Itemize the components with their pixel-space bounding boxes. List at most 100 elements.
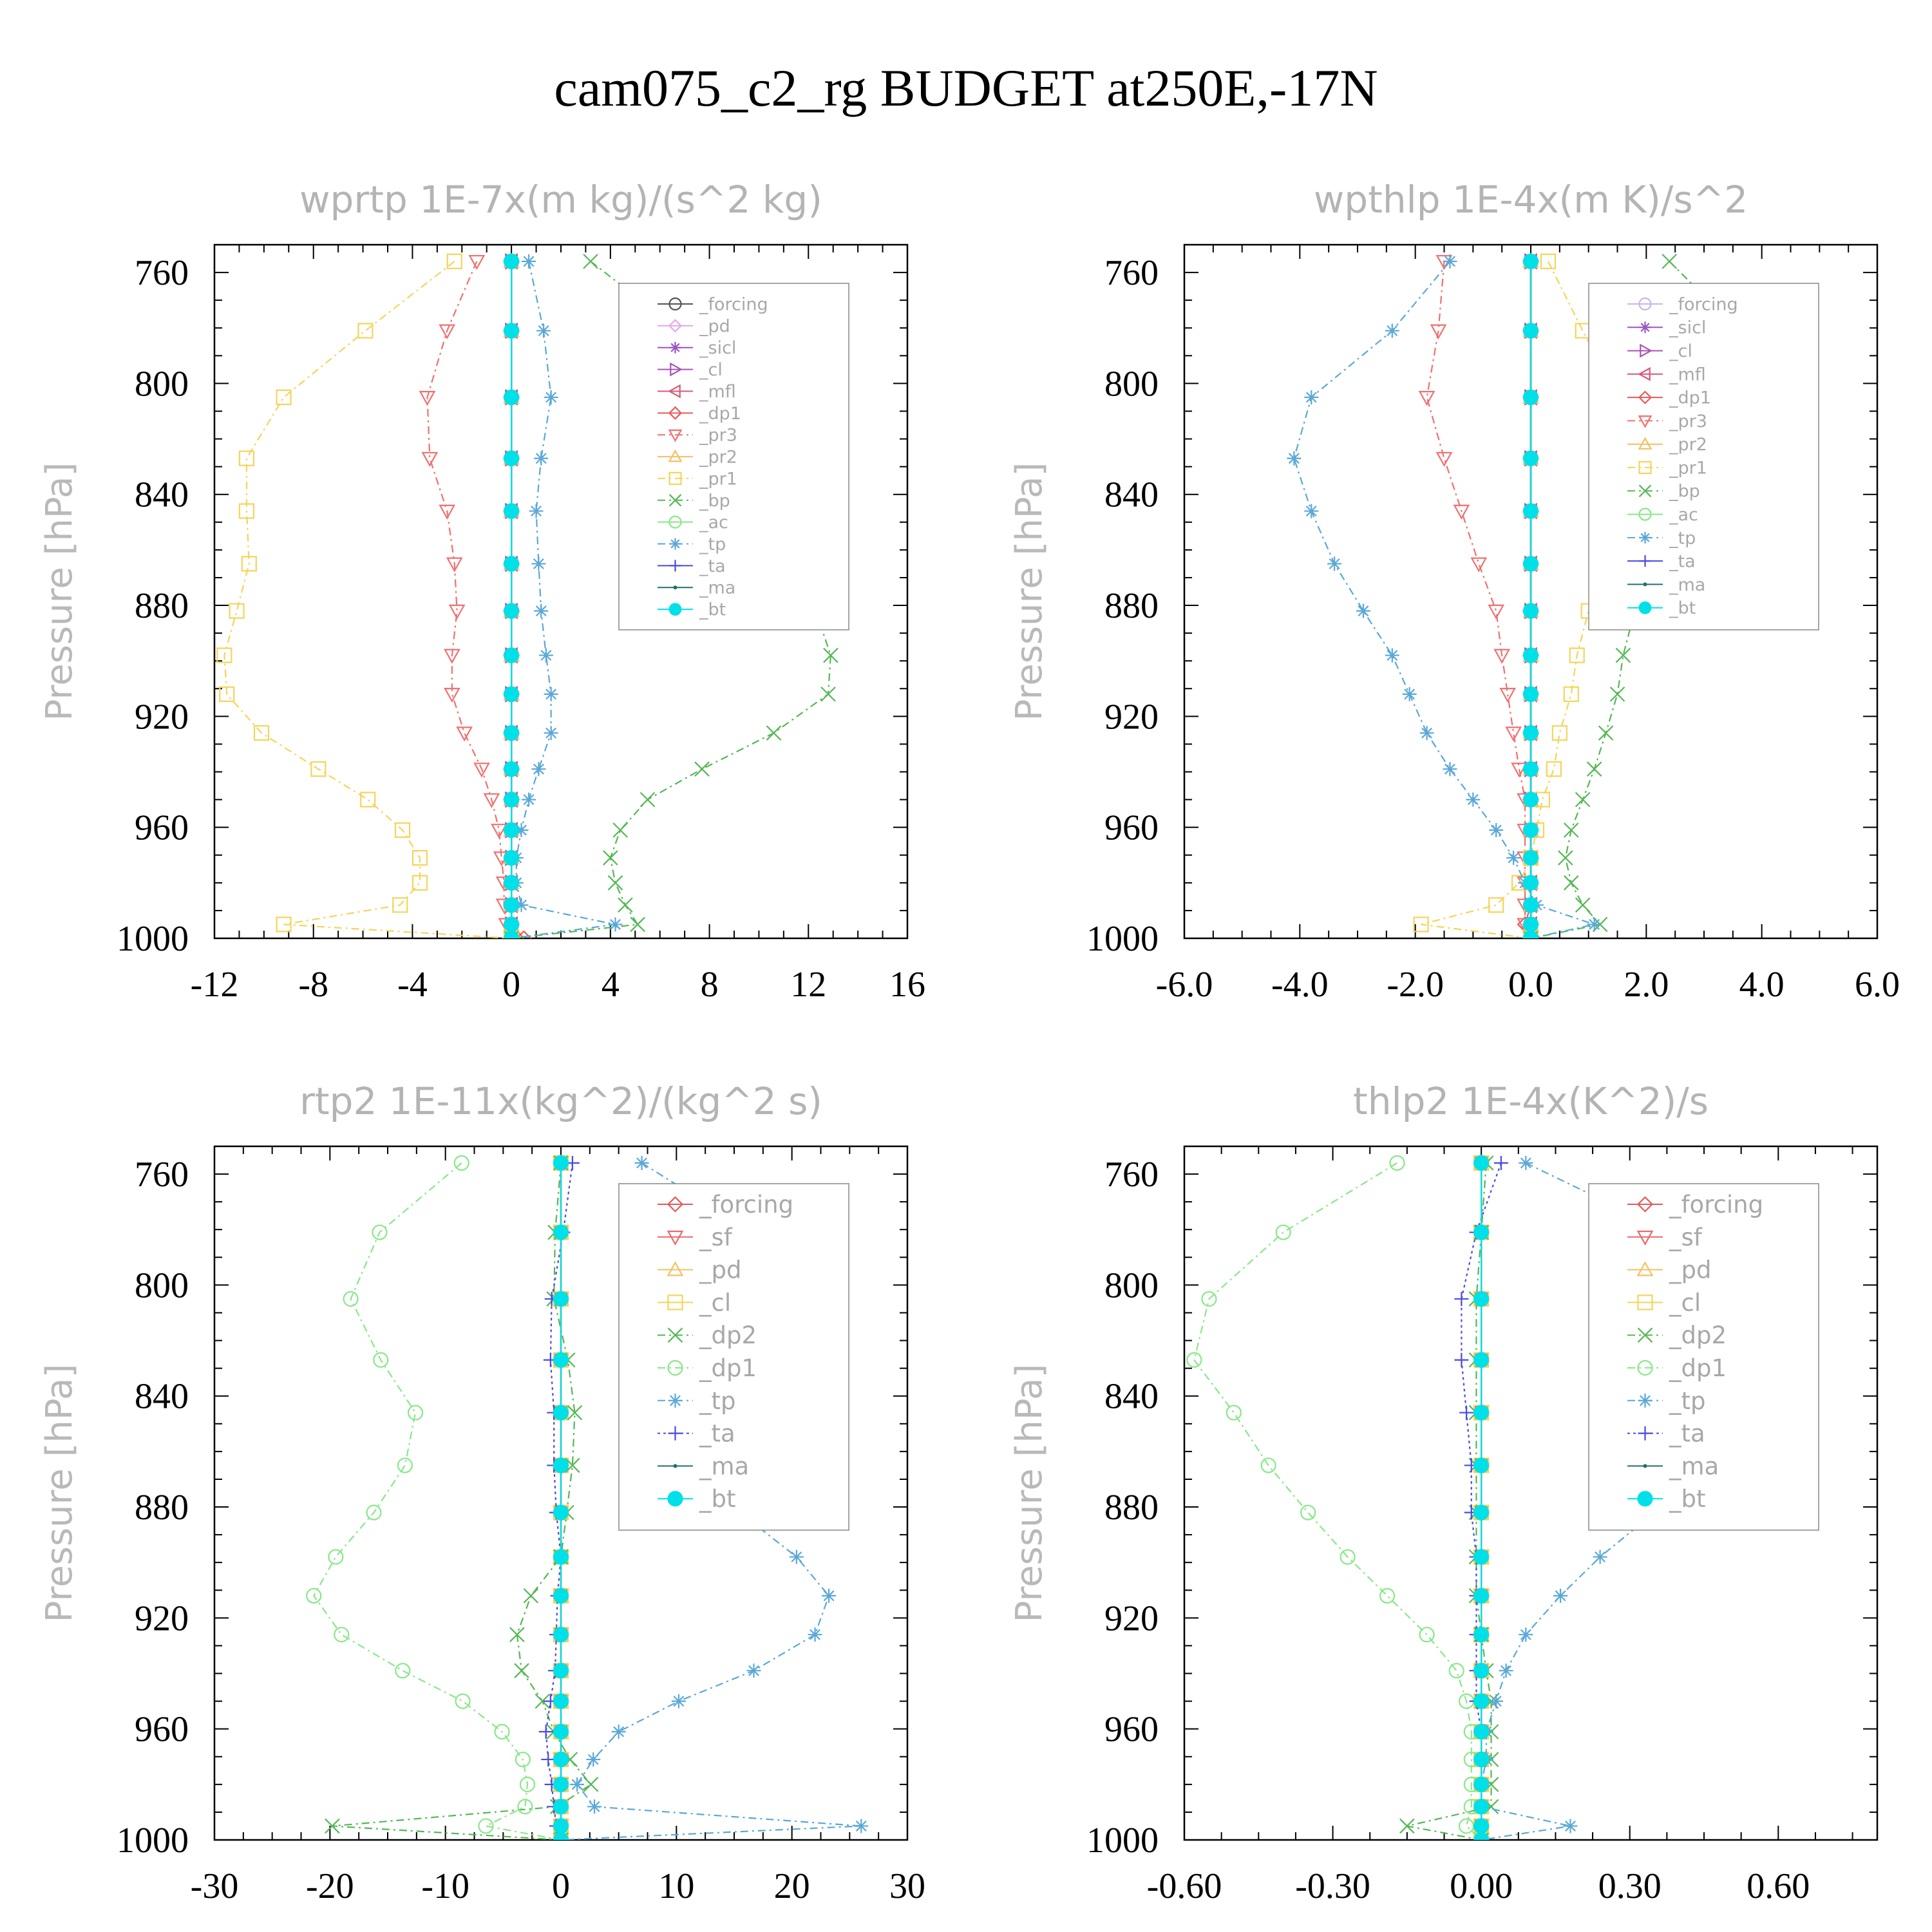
data-point bbox=[1522, 450, 1539, 466]
data-point bbox=[1473, 1693, 1490, 1709]
data-point bbox=[397, 1457, 413, 1473]
data-point bbox=[1499, 687, 1517, 703]
legend-label: _dp1 bbox=[1669, 388, 1711, 408]
plot-area bbox=[1287, 252, 1781, 938]
data-point bbox=[854, 1819, 869, 1833]
legend-label: _ac bbox=[1669, 505, 1698, 525]
data-point bbox=[360, 791, 376, 808]
data-point bbox=[1563, 686, 1579, 702]
legend-marker bbox=[1638, 415, 1653, 428]
data-point bbox=[1522, 897, 1539, 913]
legend-marker bbox=[668, 1393, 683, 1408]
tick-marks bbox=[214, 1146, 908, 1841]
y-tick-label: 840 bbox=[135, 475, 189, 515]
data-point bbox=[216, 647, 232, 663]
data-point bbox=[1473, 1776, 1490, 1792]
x-tick-label: -4.0 bbox=[1271, 965, 1329, 1005]
legend-marker bbox=[1638, 507, 1652, 521]
data-point bbox=[412, 849, 428, 866]
data-point bbox=[608, 917, 623, 932]
panel-title: wpthlp 1E-4x(m K)/s^2 bbox=[1314, 178, 1748, 222]
data-point bbox=[1399, 1818, 1415, 1834]
data-point bbox=[583, 254, 598, 269]
data-point bbox=[439, 324, 456, 339]
panel-title: rtp2 1E-11x(kg^2)/(kg^2 s) bbox=[299, 1079, 822, 1123]
legend-label: _ma bbox=[1669, 1452, 1719, 1480]
tick-marks bbox=[1184, 1146, 1877, 1841]
data-point bbox=[1558, 850, 1573, 866]
y-axis-label: Pressure [hPa] bbox=[39, 1364, 80, 1623]
data-point bbox=[241, 556, 257, 572]
series-line-dp2 bbox=[1406, 1162, 1492, 1840]
y-tick-label: 920 bbox=[1104, 1598, 1159, 1638]
data-point bbox=[407, 1405, 424, 1421]
data-point bbox=[1226, 1405, 1242, 1421]
data-point bbox=[1473, 1832, 1490, 1840]
data-point bbox=[1473, 1155, 1490, 1171]
data-point bbox=[392, 897, 408, 913]
tick-marks bbox=[1184, 244, 1878, 939]
panel-title: wprtp 1E-7x(m kg)/(s^2 kg) bbox=[299, 178, 822, 222]
data-point bbox=[1385, 648, 1399, 663]
plot-area bbox=[1186, 1154, 1810, 1840]
x-tick-label: 0.00 bbox=[1450, 1866, 1513, 1906]
data-point bbox=[1453, 504, 1470, 520]
x-tick-label: 10 bbox=[658, 1866, 694, 1906]
data-point bbox=[504, 323, 520, 339]
legend-label: _pd bbox=[699, 316, 730, 336]
legend: _forcing_pd_sicl_cl_mfl_dp1_pr3_pr2_pr1_… bbox=[618, 283, 849, 630]
x-tick-label: -12 bbox=[191, 965, 239, 1005]
legend-label: _forcing bbox=[699, 1191, 793, 1218]
x-tick-label: -10 bbox=[421, 1866, 469, 1906]
data-point bbox=[1385, 323, 1399, 338]
data-point bbox=[789, 1549, 804, 1564]
data-point bbox=[1300, 1504, 1316, 1520]
data-point bbox=[1522, 389, 1539, 406]
x-tick-label: -2.0 bbox=[1387, 965, 1444, 1005]
legend-marker bbox=[668, 471, 682, 486]
data-point bbox=[565, 1457, 580, 1473]
data-point bbox=[229, 603, 245, 619]
y-axis-label: Pressure [hPa] bbox=[1009, 462, 1050, 721]
legend-marker bbox=[667, 1230, 684, 1246]
data-point bbox=[446, 557, 463, 573]
data-point bbox=[1443, 762, 1457, 777]
legend-marker bbox=[667, 1491, 683, 1507]
data-point bbox=[515, 1751, 531, 1768]
legend-label: _tp bbox=[699, 535, 726, 554]
data-point bbox=[1470, 557, 1488, 573]
data-point bbox=[491, 824, 507, 839]
legend-marker bbox=[668, 319, 683, 333]
legend-marker bbox=[669, 560, 681, 572]
legend-label: _sf bbox=[699, 1224, 733, 1251]
data-point bbox=[1522, 503, 1539, 519]
y-tick-label: 800 bbox=[135, 1265, 189, 1305]
x-tick-label: 8 bbox=[701, 965, 719, 1005]
data-point bbox=[504, 761, 520, 777]
legend-label: _ma bbox=[1669, 575, 1705, 595]
data-point bbox=[1287, 451, 1302, 466]
data-point bbox=[1522, 556, 1539, 572]
legend-label: _ta bbox=[699, 1420, 735, 1448]
legend-marker bbox=[668, 429, 683, 442]
y-tick-label: 880 bbox=[1104, 1488, 1159, 1528]
legend-marker bbox=[1636, 1261, 1654, 1276]
data-point bbox=[448, 604, 466, 620]
data-point bbox=[1473, 1818, 1490, 1834]
legend-marker bbox=[668, 384, 681, 399]
data-point bbox=[1522, 686, 1539, 702]
legend-marker bbox=[667, 1327, 683, 1343]
data-point bbox=[1489, 1694, 1504, 1709]
y-tick-label: 840 bbox=[1104, 475, 1159, 515]
data-point bbox=[553, 1693, 569, 1709]
data-point bbox=[444, 649, 460, 664]
data-point bbox=[394, 822, 411, 838]
data-point bbox=[553, 1224, 569, 1240]
legend-marker bbox=[1643, 1464, 1647, 1468]
data-point bbox=[1522, 916, 1539, 933]
legend-marker bbox=[670, 362, 683, 377]
data-point bbox=[1522, 822, 1539, 838]
data-point bbox=[522, 254, 536, 269]
legend-label: _cl bbox=[699, 360, 723, 380]
